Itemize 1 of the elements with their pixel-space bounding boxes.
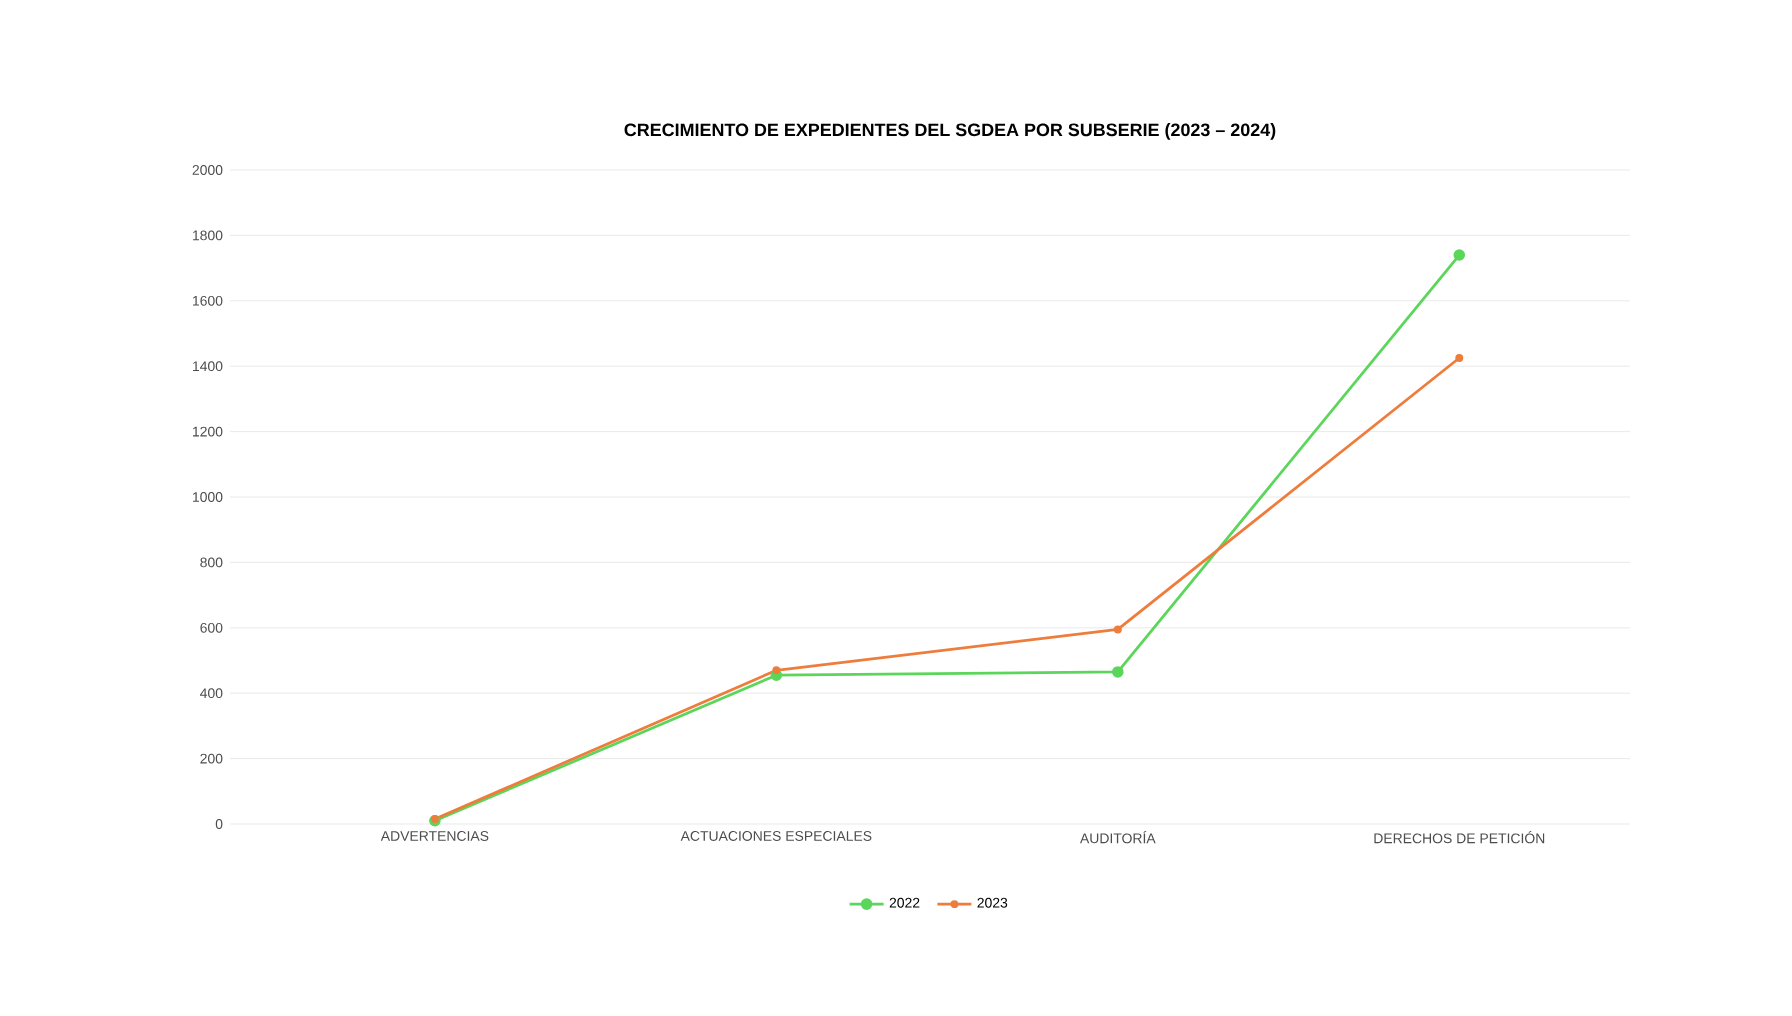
chart-title: CRECIMIENTO DE EXPEDIENTES DEL SGDEA POR SUBSERIE (2023 – 2024) xyxy=(624,122,1276,140)
